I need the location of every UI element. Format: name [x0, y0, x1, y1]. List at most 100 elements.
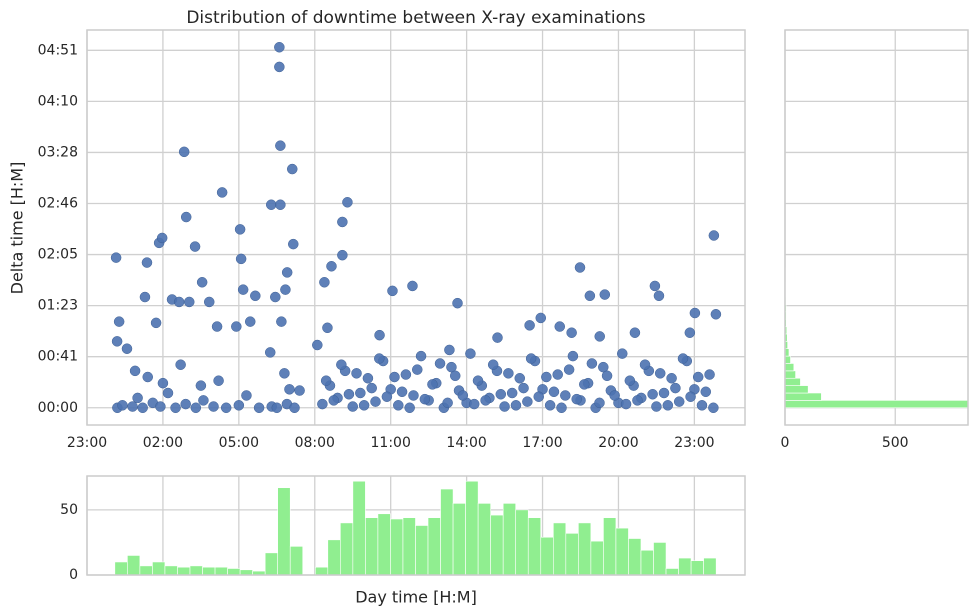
point: [535, 312, 547, 324]
point: [250, 290, 261, 302]
point: [141, 257, 153, 268]
bar: [127, 555, 141, 576]
bar: [189, 565, 203, 576]
bar: [177, 566, 191, 576]
point: [132, 392, 143, 404]
point: [548, 386, 560, 398]
point: [294, 385, 305, 396]
point: [319, 277, 330, 288]
point: [280, 284, 291, 295]
point: [584, 290, 596, 302]
bar: [289, 546, 304, 576]
bar: [465, 480, 479, 576]
bar: [214, 566, 228, 576]
point: [358, 400, 370, 411]
bar: [615, 527, 629, 576]
bar: [139, 565, 153, 576]
point: [281, 267, 293, 278]
bar: [678, 557, 692, 576]
point: [231, 321, 242, 332]
point: [170, 402, 181, 414]
x-tick-label: 23:00: [674, 435, 714, 451]
point: [337, 249, 348, 261]
bar: [527, 517, 542, 576]
y-tick-label: 04:51: [38, 42, 78, 58]
point: [265, 199, 277, 210]
bar: [578, 522, 592, 576]
point: [601, 370, 613, 382]
point: [374, 353, 385, 364]
point: [541, 371, 552, 383]
y-tick-label: 02:05: [38, 247, 78, 263]
point: [574, 262, 586, 273]
point: [419, 393, 431, 405]
point: [180, 398, 191, 410]
y-tick-label: 0: [69, 567, 78, 583]
point: [156, 232, 168, 244]
point: [444, 344, 455, 356]
plot-frame: [86, 475, 746, 576]
point: [393, 400, 404, 411]
point: [162, 387, 174, 399]
point: [326, 261, 337, 272]
point: [270, 291, 281, 303]
point: [506, 387, 518, 399]
bar: [703, 557, 717, 576]
point: [374, 329, 385, 341]
point: [336, 359, 347, 370]
point: [110, 252, 122, 263]
point: [554, 321, 565, 332]
point: [389, 371, 400, 383]
y-tick-label: 50: [60, 502, 78, 518]
point: [400, 369, 412, 380]
point: [196, 277, 208, 288]
point: [472, 375, 484, 386]
point: [617, 348, 628, 359]
point: [609, 390, 620, 401]
point: [647, 388, 658, 400]
point: [452, 297, 463, 309]
point: [237, 284, 249, 295]
point: [673, 396, 685, 407]
bar: [785, 377, 801, 386]
point: [312, 339, 323, 351]
x-axis-label: Day time [H:M]: [355, 588, 477, 607]
point: [658, 387, 670, 399]
point: [355, 387, 366, 399]
point: [155, 401, 166, 412]
bar: [502, 503, 517, 576]
point: [518, 382, 529, 394]
bar: [515, 509, 529, 576]
chart-title: Distribution of downtime between X-ray e…: [186, 8, 645, 28]
point: [567, 350, 579, 362]
point: [208, 401, 219, 412]
point: [137, 402, 148, 414]
x-tick-label: 20:00: [598, 435, 638, 451]
point: [275, 140, 286, 151]
point: [594, 397, 605, 409]
plot-area: [114, 480, 717, 576]
point: [487, 359, 499, 370]
bar: [352, 480, 366, 576]
point: [407, 280, 418, 292]
point: [121, 343, 133, 354]
point: [442, 397, 453, 409]
point: [566, 327, 577, 338]
point: [710, 309, 722, 320]
bar: [665, 568, 679, 576]
plot-frame: [86, 29, 746, 426]
bar: [277, 487, 291, 576]
point: [620, 398, 632, 410]
x-tick-label: 14:00: [446, 435, 486, 451]
point: [279, 368, 290, 379]
plot-frame: [784, 29, 969, 426]
point: [700, 386, 712, 398]
point: [499, 401, 510, 412]
point: [322, 322, 333, 334]
point: [183, 296, 195, 308]
point: [427, 379, 438, 390]
point: [203, 296, 215, 308]
y-tick-label: 04:10: [38, 93, 78, 109]
point: [370, 396, 381, 407]
point: [271, 402, 283, 414]
